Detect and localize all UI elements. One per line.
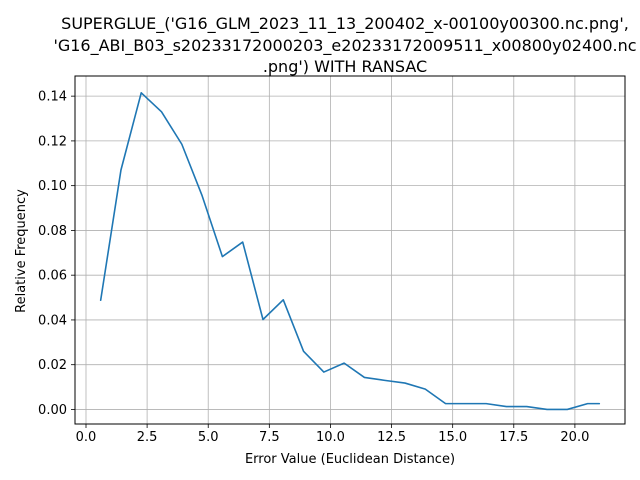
data-series — [99, 91, 601, 411]
y-tick-label: 0.00 — [38, 403, 67, 418]
x-axis-ticks: 0.0 2.5 5.0 7.5 10.0 12.5 15.0 17.5 20.0 — [76, 424, 589, 445]
y-axis-ticks: 0.00 0.02 0.04 0.06 0.08 0.10 0.12 0.14 — [38, 90, 75, 418]
y-tick-label: 0.04 — [38, 313, 67, 328]
x-tick-label: 0.0 — [76, 430, 97, 445]
chart-title-line-2: 'G16_ABI_B03_s20233172000203_e2023317200… — [53, 36, 636, 56]
x-axis-label: Error Value (Euclidean Distance) — [245, 452, 455, 467]
chart-title: SUPERGLUE_('G16_GLM_2023_11_13_200402_x-… — [53, 14, 636, 76]
x-tick-label: 17.5 — [499, 430, 528, 445]
y-tick-label: 0.02 — [38, 358, 67, 373]
x-tick-label: 7.5 — [259, 430, 280, 445]
series-line — [99, 91, 601, 411]
x-tick-label: 5.0 — [198, 430, 219, 445]
y-axis-label: Relative Frequency — [14, 189, 29, 313]
chart-title-line-1: SUPERGLUE_('G16_GLM_2023_11_13_200402_x-… — [61, 14, 629, 34]
y-tick-label: 0.08 — [38, 224, 67, 239]
y-tick-label: 0.06 — [38, 269, 67, 284]
grid-lines — [75, 76, 625, 424]
x-tick-label: 10.0 — [316, 430, 345, 445]
x-tick-label: 12.5 — [377, 430, 406, 445]
plot-frame — [74, 75, 626, 425]
x-tick-label: 15.0 — [438, 430, 467, 445]
y-tick-label: 0.10 — [38, 179, 67, 194]
y-tick-label: 0.14 — [38, 90, 67, 105]
x-tick-label: 2.5 — [137, 430, 158, 445]
x-tick-label: 20.0 — [560, 430, 589, 445]
y-tick-label: 0.12 — [38, 134, 67, 149]
chart-title-line-3: .png') WITH RANSAC — [263, 57, 427, 76]
